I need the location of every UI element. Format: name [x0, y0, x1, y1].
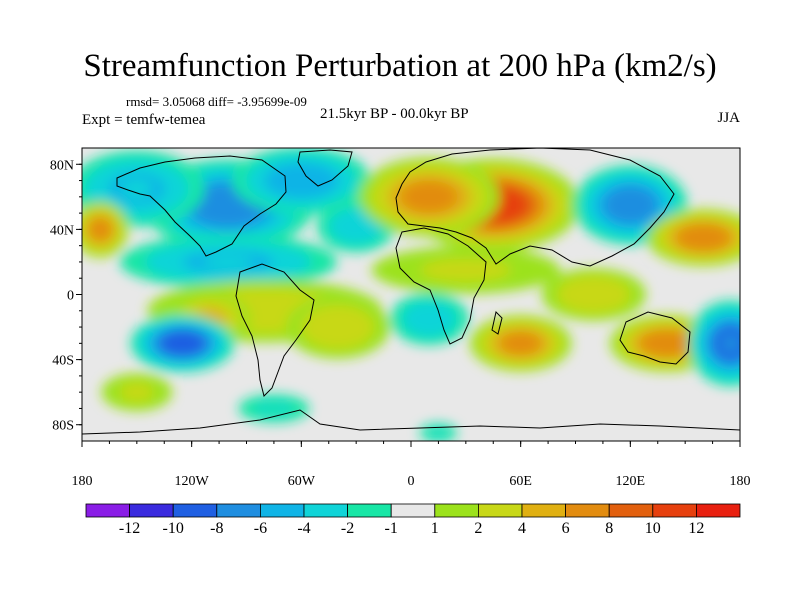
x-tick-label: 0: [408, 474, 415, 489]
field-feature-core: [413, 187, 446, 206]
coastline-north-america: [116, 155, 287, 257]
coastlines: [82, 148, 740, 435]
field-feature: [119, 234, 337, 290]
field-feature: [469, 315, 572, 372]
colorbar-label: -2: [341, 520, 354, 537]
colorbar-swatch: [85, 503, 130, 518]
y-tick-label: 0: [67, 289, 74, 304]
y-tick-label: 80S: [52, 419, 74, 434]
field-feature: [687, 300, 740, 387]
field-feature: [390, 292, 469, 346]
colorbar-swatch: [259, 503, 305, 518]
colorbar-label: 1: [431, 520, 439, 537]
coastline-australia: [619, 311, 691, 365]
y-axis-ticks: 80N 40N 0 40S 80S: [50, 158, 82, 434]
coastline-antarctica: [82, 409, 740, 435]
x-axis-ticks: 180 120W 60W 0 60E 120E 180: [72, 441, 751, 489]
field-feature-core: [346, 219, 366, 233]
field-feature: [101, 373, 173, 412]
y-tick-label: 40N: [50, 223, 74, 238]
season-label: JJA: [717, 110, 740, 126]
field-feature-core: [580, 288, 607, 301]
field-feature-core: [120, 179, 153, 198]
colorbar-swatch: [434, 503, 479, 518]
colorbar-swatch: [608, 503, 654, 518]
colorbar-label: 10: [645, 520, 661, 537]
field-feature-core: [433, 430, 444, 436]
field-feature-core: [202, 255, 254, 269]
field-feature-core: [440, 263, 492, 277]
colorbar-swatch: [521, 503, 566, 518]
field-feature-core: [617, 195, 644, 214]
field-feature: [231, 148, 371, 214]
field-feature-core: [264, 404, 284, 413]
colorbar-swatch: [347, 503, 392, 518]
field-feature-core: [235, 303, 294, 319]
field-feature: [419, 423, 458, 441]
colorbar-label: 6: [562, 520, 570, 537]
colorbar-swatch: [172, 503, 218, 518]
field-feature-core: [93, 222, 107, 236]
field-feature-core: [419, 312, 439, 326]
colorbar-label: -4: [297, 520, 310, 537]
colorbar-label: -10: [163, 520, 184, 537]
colorbar-swatch: [303, 503, 348, 518]
field-feature-core: [325, 319, 351, 335]
stats-text: rmsd= 3.05068 diff= -3.95699e-09: [126, 94, 307, 109]
coastline-greenland: [297, 149, 353, 187]
colorbar-label: 2: [474, 520, 482, 537]
colorbar-label: 12: [688, 520, 704, 537]
colorbar-swatch: [652, 503, 697, 518]
field-feature-core: [127, 387, 147, 398]
field-feature: [285, 295, 390, 359]
colorbar-swatch: [565, 503, 610, 518]
field-feature-core: [285, 172, 318, 189]
field-feature: [646, 209, 740, 267]
field-features: [82, 148, 740, 441]
colorbar-label: 4: [518, 520, 526, 537]
field-feature: [238, 394, 310, 423]
colorbar-swatch: [477, 503, 523, 518]
x-tick-label: 60E: [509, 474, 532, 489]
x-tick-label: 180: [72, 474, 93, 489]
field-feature-core: [171, 336, 195, 350]
y-tick-label: 80N: [50, 158, 74, 173]
coastline-eurasia: [395, 148, 675, 267]
coastline-madagascar: [491, 311, 503, 335]
field-feature: [82, 201, 129, 258]
colorbar-swatch: [696, 503, 741, 518]
colorbar-label: -1: [385, 520, 398, 537]
colorbar-swatch: [129, 503, 174, 518]
field-feature: [358, 157, 500, 237]
field-feature: [371, 246, 561, 294]
field-feature-core: [721, 333, 740, 353]
colorbar-swatch: [216, 503, 261, 518]
x-tick-label: 60W: [288, 474, 316, 489]
experiment-label: Expt = temfw-temea: [82, 112, 206, 128]
field-feature-core: [690, 231, 717, 244]
colorbar-swatch: [390, 503, 436, 518]
field-feature: [541, 268, 646, 321]
colorbar: -12 -10 -8 -6 -4 -2 -1 1 2 4 6 8 10 12: [85, 503, 741, 537]
period-label: 21.5kyr BP - 00.0kyr BP: [320, 106, 469, 122]
y-tick-label: 40S: [52, 354, 74, 369]
colorbar-label: 8: [605, 520, 613, 537]
colorbar-label: -8: [210, 520, 223, 537]
field-feature-core: [654, 336, 680, 350]
x-tick-label: 180: [730, 474, 751, 489]
colorbar-label: -6: [254, 520, 267, 537]
coastline-africa: [395, 227, 487, 345]
field-feature: [130, 314, 235, 373]
x-tick-label: 120W: [175, 474, 210, 489]
field-feature-core: [509, 336, 533, 350]
chart-title: Streamfunction Perturbation at 200 hPa (…: [83, 48, 717, 84]
field-feature-core: [209, 194, 248, 216]
colorbar-label: -12: [119, 520, 140, 537]
map-plot-area: [82, 148, 740, 441]
x-tick-label: 120E: [616, 474, 646, 489]
coastline-south-america: [235, 263, 315, 397]
